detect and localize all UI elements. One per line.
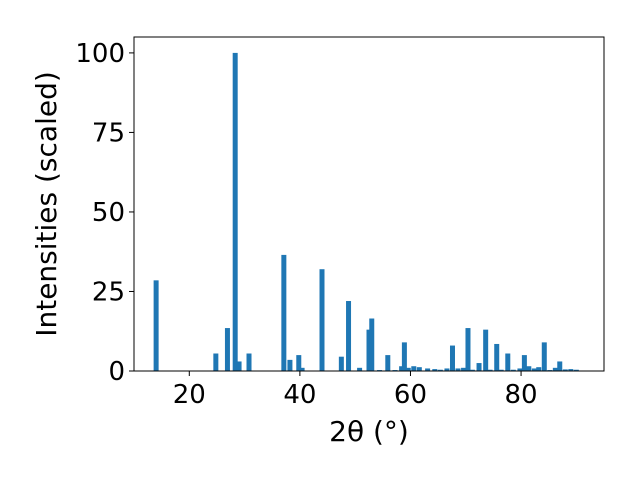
- bar: [437, 369, 443, 371]
- x-axis: 20 40 60 80: [173, 371, 538, 410]
- y-tick-label: 100: [75, 39, 125, 69]
- x-axis-title: 2θ (°): [329, 415, 409, 448]
- bar: [517, 368, 523, 371]
- bar: [399, 366, 405, 371]
- bar: [573, 369, 579, 371]
- bar: [319, 269, 325, 371]
- bar: [246, 353, 252, 371]
- bar: [236, 361, 242, 371]
- bar: [487, 369, 493, 371]
- plot-frame: [133, 36, 605, 372]
- bar: [526, 366, 532, 371]
- bar: [357, 367, 363, 371]
- bar: [510, 369, 516, 371]
- bars: [153, 52, 579, 372]
- bar: [465, 328, 471, 371]
- bar: [401, 342, 407, 371]
- bar: [425, 368, 431, 371]
- bar: [531, 368, 537, 371]
- bar: [411, 366, 417, 371]
- bar: [568, 369, 574, 371]
- y-tick-label: 50: [92, 198, 125, 228]
- bar: [498, 369, 504, 371]
- bar: [469, 369, 475, 371]
- bar: [557, 361, 563, 371]
- bar: [369, 318, 375, 371]
- bar: [366, 329, 372, 371]
- bar: [541, 342, 547, 371]
- bar: [562, 369, 568, 371]
- bar: [338, 356, 344, 371]
- bar: [299, 367, 305, 371]
- bar: [281, 254, 287, 371]
- bar: [494, 343, 500, 371]
- y-axis: 0 25 50 75 100: [75, 39, 134, 387]
- bar: [224, 328, 230, 371]
- bar: [416, 367, 422, 371]
- y-tick-label: 25: [92, 277, 125, 307]
- bar: [536, 367, 542, 371]
- y-axis-title: Intensities (scaled): [30, 71, 63, 337]
- bar: [483, 329, 489, 371]
- bar: [405, 367, 411, 371]
- bar: [385, 355, 391, 371]
- y-tick-label: 75: [92, 118, 125, 148]
- x-tick-label: 60: [394, 380, 427, 410]
- bar: [296, 355, 302, 371]
- bar: [505, 353, 511, 371]
- bar: [346, 301, 352, 371]
- x-tick-label: 80: [505, 380, 538, 410]
- bar: [444, 368, 450, 371]
- bar: [432, 369, 438, 371]
- bar: [449, 345, 455, 371]
- x-tick-label: 40: [283, 380, 316, 410]
- bar: [153, 280, 159, 371]
- bar: [232, 52, 238, 372]
- bar: [213, 353, 219, 371]
- bar: [455, 368, 461, 371]
- bar: [461, 367, 467, 371]
- bar: [287, 359, 293, 371]
- bar: [552, 367, 558, 371]
- bar: [521, 355, 527, 371]
- x-tick-label: 20: [173, 380, 206, 410]
- y-tick-label: 0: [108, 357, 125, 387]
- bar: [476, 363, 482, 371]
